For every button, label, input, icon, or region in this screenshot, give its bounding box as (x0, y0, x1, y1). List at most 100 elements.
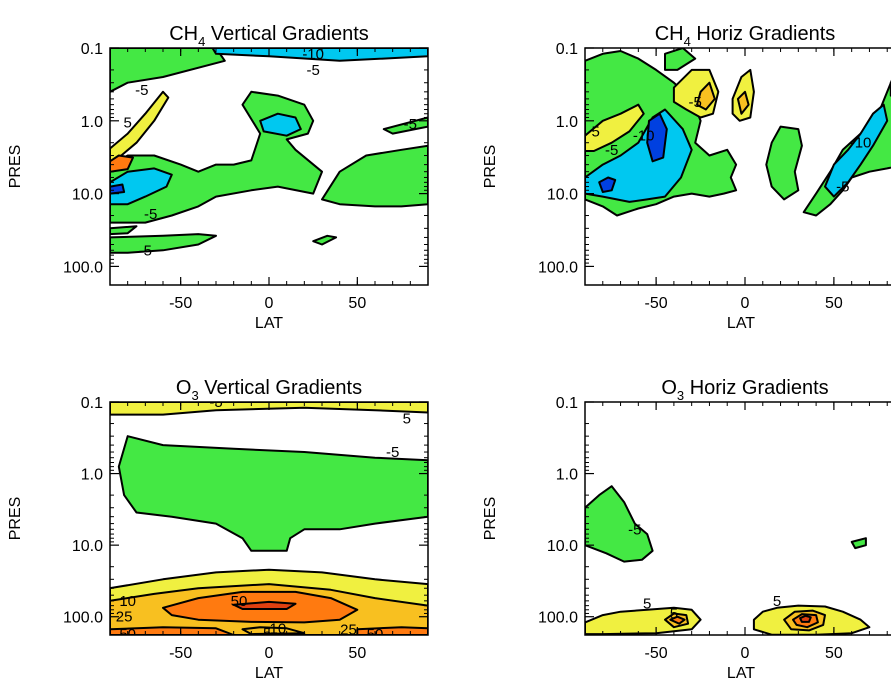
contour-fills: 5 -5 -10 -5 -10 -5 (585, 48, 891, 217)
title-base: CH (169, 23, 198, 45)
contour-region-9 (241, 626, 306, 635)
contour-fills: -10-5-55 -5-5-5 (110, 46, 428, 259)
contour-label: -10 (850, 135, 872, 152)
contour-label: -5 (139, 242, 152, 259)
contour-region-2 (117, 435, 428, 552)
x-tick-label: 0 (265, 295, 274, 312)
contour-label: 50 (231, 593, 248, 610)
title-subscript: 3 (677, 388, 684, 403)
title-rest: Vertical Gradients (205, 23, 368, 45)
contour-label: 25 (340, 621, 357, 638)
contour-label: -5 (306, 62, 319, 79)
contour-region-8 (382, 116, 428, 135)
x-tick-label: 0 (741, 295, 750, 312)
contour-label: -5 (404, 116, 417, 133)
contour-label: 5 (773, 593, 781, 610)
contour-label: -5 (628, 521, 641, 538)
x-tick-label: 0 (265, 645, 274, 662)
contour-region-1 (585, 485, 654, 563)
x-tick-label: 50 (825, 645, 843, 662)
x-tick-label: 50 (825, 295, 843, 312)
y-tick-label: 1.0 (556, 114, 578, 131)
contour-region-10 (850, 537, 867, 550)
x-tick-label: 50 (348, 295, 366, 312)
y-tick-label: 1.0 (81, 467, 103, 484)
title-base: O (176, 377, 192, 399)
x-axis-label: LAT (727, 315, 755, 332)
y-tick-label: 1.0 (556, 467, 578, 484)
chart-title: CH4 Horiz Gradients (655, 23, 836, 49)
x-tick-label: -50 (645, 295, 668, 312)
contour-label: 5 (123, 114, 131, 131)
y-axis-label: PRES (7, 497, 24, 541)
x-tick-label: 0 (741, 645, 750, 662)
title-rest: Horiz Gradients (684, 377, 829, 399)
contour-region-8 (232, 600, 297, 610)
contour-region-4 (802, 79, 891, 217)
title-rest: Horiz Gradients (691, 23, 836, 45)
contour-region-5 (259, 112, 302, 137)
contour-region-13 (696, 81, 716, 111)
x-tick-label: -50 (645, 645, 668, 662)
y-tick-label: 10.0 (72, 538, 103, 555)
y-tick-label: 0.1 (556, 395, 578, 412)
title-base: O (661, 377, 677, 399)
chart-title: O3 Horiz Gradients (661, 377, 828, 403)
y-tick-label: 100.0 (63, 610, 103, 627)
contour-region-12 (110, 154, 134, 173)
title-base: CH (655, 23, 684, 45)
x-tick-label: -50 (169, 295, 192, 312)
contour-label: 5 (403, 410, 411, 427)
y-tick-label: 1.0 (81, 114, 103, 131)
y-axis-label: PRES (7, 145, 24, 189)
y-tick-label: 0.1 (81, 395, 103, 412)
y-axis-label: PRES (482, 497, 499, 541)
title-subscript: 4 (198, 34, 205, 49)
x-axis-label: LAT (255, 315, 283, 332)
contour-label: 5 (263, 625, 271, 642)
contour-region-7 (321, 144, 428, 208)
contour-label: 10 (269, 620, 286, 637)
contour-region-6 (110, 183, 126, 195)
contour-region-4 (110, 167, 173, 206)
contour-region-2 (211, 48, 428, 62)
contour-label: -10 (633, 128, 655, 145)
y-tick-label: 10.0 (547, 187, 578, 204)
y-tick-label: 10.0 (72, 187, 103, 204)
contour-region-4 (669, 615, 686, 625)
y-tick-label: 0.1 (81, 41, 103, 58)
contour-label: 25 (116, 609, 133, 626)
y-tick-label: 10.0 (547, 538, 578, 555)
contour-label: 5 (670, 605, 678, 622)
contour-region-3 (110, 90, 323, 224)
y-tick-label: 100.0 (538, 610, 578, 627)
x-tick-label: 50 (348, 645, 366, 662)
x-axis-label: LAT (727, 665, 755, 682)
contour-region-14 (736, 90, 750, 115)
y-tick-label: 100.0 (538, 259, 578, 276)
y-tick-label: 0.1 (556, 41, 578, 58)
chart-title: O3 Vertical Gradients (176, 377, 362, 403)
contour-label: -10 (302, 46, 324, 63)
contour-label: -5 (689, 94, 702, 111)
title-rest: Vertical Gradients (199, 377, 362, 399)
contour-region-2 (664, 48, 697, 71)
contour-region-9 (110, 233, 217, 254)
contour-region-8 (799, 614, 812, 623)
title-subscript: 4 (684, 34, 691, 49)
contour-region-3 (765, 125, 803, 201)
contour-label: 5 (643, 595, 651, 612)
x-tick-label: -50 (169, 645, 192, 662)
contour-label: -5 (135, 82, 148, 99)
contour-label: 50 (367, 626, 384, 643)
contour-label: -5 (209, 394, 222, 411)
contour-label: -5 (605, 142, 618, 159)
contour-region-10 (110, 225, 138, 236)
contour-label: 10 (119, 593, 136, 610)
contour-region-10 (585, 103, 645, 152)
y-axis-label: PRES (482, 145, 499, 189)
